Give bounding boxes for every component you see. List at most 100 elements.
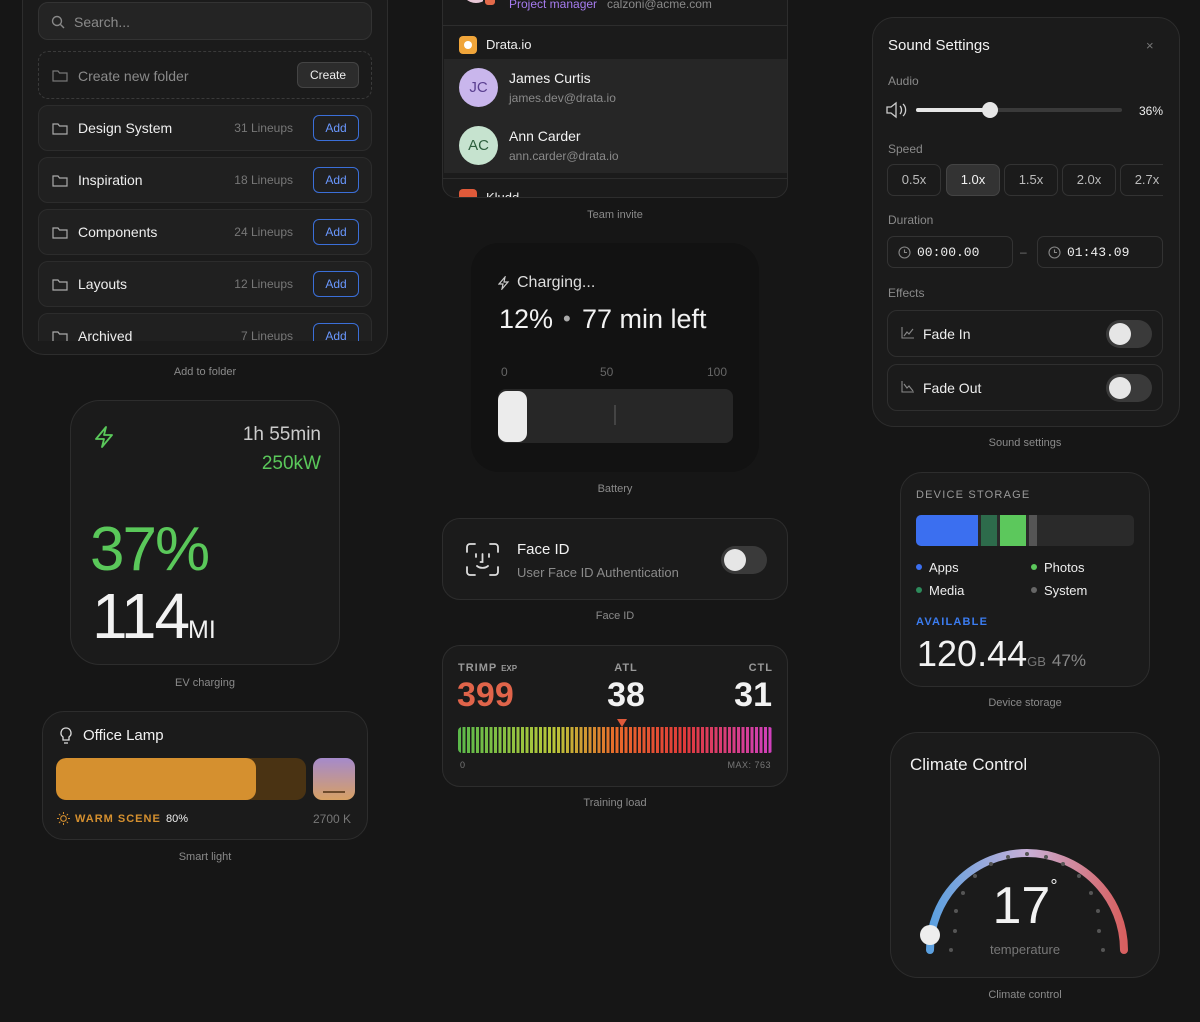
load-scale (458, 727, 773, 753)
dial-knob[interactable] (920, 925, 940, 945)
separator: • (563, 306, 571, 331)
toggle[interactable] (1106, 320, 1152, 348)
member-email: james.dev@drata.io (509, 91, 616, 105)
speed-option[interactable]: 1.0x (946, 164, 1000, 196)
search-icon (51, 15, 65, 29)
mid-tick (614, 405, 616, 425)
search-input[interactable]: Search... (38, 2, 372, 40)
folder-row[interactable]: Layouts 12 Lineups Add (38, 261, 372, 307)
audio-knob[interactable] (982, 102, 999, 118)
caption: Device storage (988, 697, 1062, 709)
load-marker (617, 719, 627, 727)
legend-dot (916, 564, 922, 570)
add-button[interactable]: Add (313, 271, 359, 297)
caption: EV charging (175, 677, 235, 689)
swatch-line (323, 791, 345, 793)
brightness-value: 80% (166, 813, 189, 825)
folder-row[interactable]: Inspiration 18 Lineups Add (38, 157, 372, 203)
temperature-number: 17 (992, 877, 1051, 935)
color-temperature: 2700 K (313, 812, 352, 826)
create-button[interactable]: Create (297, 62, 359, 88)
trimp-label: TRIMP EXP (458, 662, 517, 674)
ev-range-unit: MI (188, 616, 216, 644)
folder-name: Archived (78, 328, 133, 341)
folder-list: Design System 31 Lineups Add Inspiration 18… (38, 105, 372, 341)
degree-sign: ° (1050, 876, 1058, 896)
toggle[interactable] (1106, 374, 1152, 402)
temperature-dial[interactable] (890, 832, 1160, 972)
section-label: Duration (888, 213, 934, 227)
scale-label: 100 (707, 365, 728, 379)
caption: Add to folder (173, 366, 237, 378)
folder-row[interactable]: Design System 31 Lineups Add (38, 105, 372, 151)
ev-percent: 37% (90, 515, 210, 584)
ctl-value: 31 (734, 676, 772, 714)
start-time[interactable]: 00:00.00 (887, 236, 1013, 268)
apps-segment (916, 515, 978, 546)
add-button[interactable]: Add (313, 323, 359, 341)
end-time[interactable]: 01:43.09 (1037, 236, 1163, 268)
section-label: Effects (888, 286, 925, 300)
bulb-icon (60, 727, 72, 744)
team-name: Kludd (486, 190, 520, 198)
temperature-label: temperature (989, 942, 1061, 957)
ev-range-value: 114 (92, 580, 190, 652)
folder-icon (52, 331, 68, 341)
atl-label: ATL (614, 662, 638, 674)
temperature-value: 17° (975, 876, 1075, 936)
brightness-fill (56, 758, 256, 800)
add-button[interactable]: Add (313, 219, 359, 245)
dial-dots (949, 852, 1105, 952)
sun-icon (57, 812, 70, 825)
avatar: AC (459, 126, 498, 165)
audio-slider[interactable] (916, 102, 1122, 118)
system-segment (1029, 515, 1037, 546)
close-button[interactable]: × (1146, 38, 1154, 53)
atl-value: 38 (607, 676, 645, 714)
folder-row[interactable]: Archived 7 Lineups Add (38, 313, 372, 341)
light-title: Office Lamp (83, 727, 164, 744)
folder-icon (52, 70, 68, 82)
caption: Training load (583, 797, 647, 809)
speed-option[interactable]: 2.0x (1062, 164, 1116, 196)
folder-count: 12 Lineups (234, 277, 293, 291)
add-button[interactable]: Add (313, 115, 359, 141)
effect-icon (901, 327, 914, 339)
legend-label: Apps (929, 560, 959, 575)
ev-power: 250kW (261, 453, 321, 474)
brightness-slider[interactable] (56, 758, 306, 800)
create-placeholder[interactable]: Create new folder (78, 68, 189, 84)
scene-swatch[interactable] (313, 758, 355, 800)
climate-title: Climate Control (910, 755, 1028, 774)
legend-label: Photos (1044, 560, 1085, 575)
legend-dot (1031, 587, 1037, 593)
member-list (444, 59, 787, 173)
available-unit: GB (1027, 654, 1046, 669)
effect-icon (901, 381, 914, 393)
scale-label: 50 (600, 365, 614, 379)
folder-row[interactable]: Components 24 Lineups Add (38, 209, 372, 255)
speed-option[interactable]: 2.7x (1120, 164, 1163, 196)
speed-option[interactable]: 0.5x (887, 164, 941, 196)
speed-option[interactable]: 1.5x (1004, 164, 1058, 196)
bolt-icon (498, 276, 510, 290)
add-button[interactable]: Add (313, 167, 359, 193)
member-name[interactable]: Ann Carder (509, 128, 581, 144)
bolt-icon (95, 426, 113, 448)
folder-icon (52, 175, 68, 187)
caption: Climate control (988, 989, 1062, 1001)
battery-knob[interactable] (498, 391, 527, 442)
scale-label: 0 (501, 365, 508, 379)
speed-options: 0.5x 1.0x 1.5x 2.0x 2.7x (887, 164, 1163, 196)
toggle[interactable] (721, 546, 767, 574)
member-name[interactable]: James Curtis (509, 70, 591, 86)
section-label: Audio (888, 74, 919, 88)
folder-name: Layouts (78, 276, 128, 292)
search-placeholder: Search... (74, 14, 131, 30)
speaker-icon (886, 101, 907, 119)
folder-icon (52, 227, 68, 239)
available-value: 120.44GB 47% (917, 633, 1086, 675)
folder-count: 24 Lineups (234, 225, 293, 239)
